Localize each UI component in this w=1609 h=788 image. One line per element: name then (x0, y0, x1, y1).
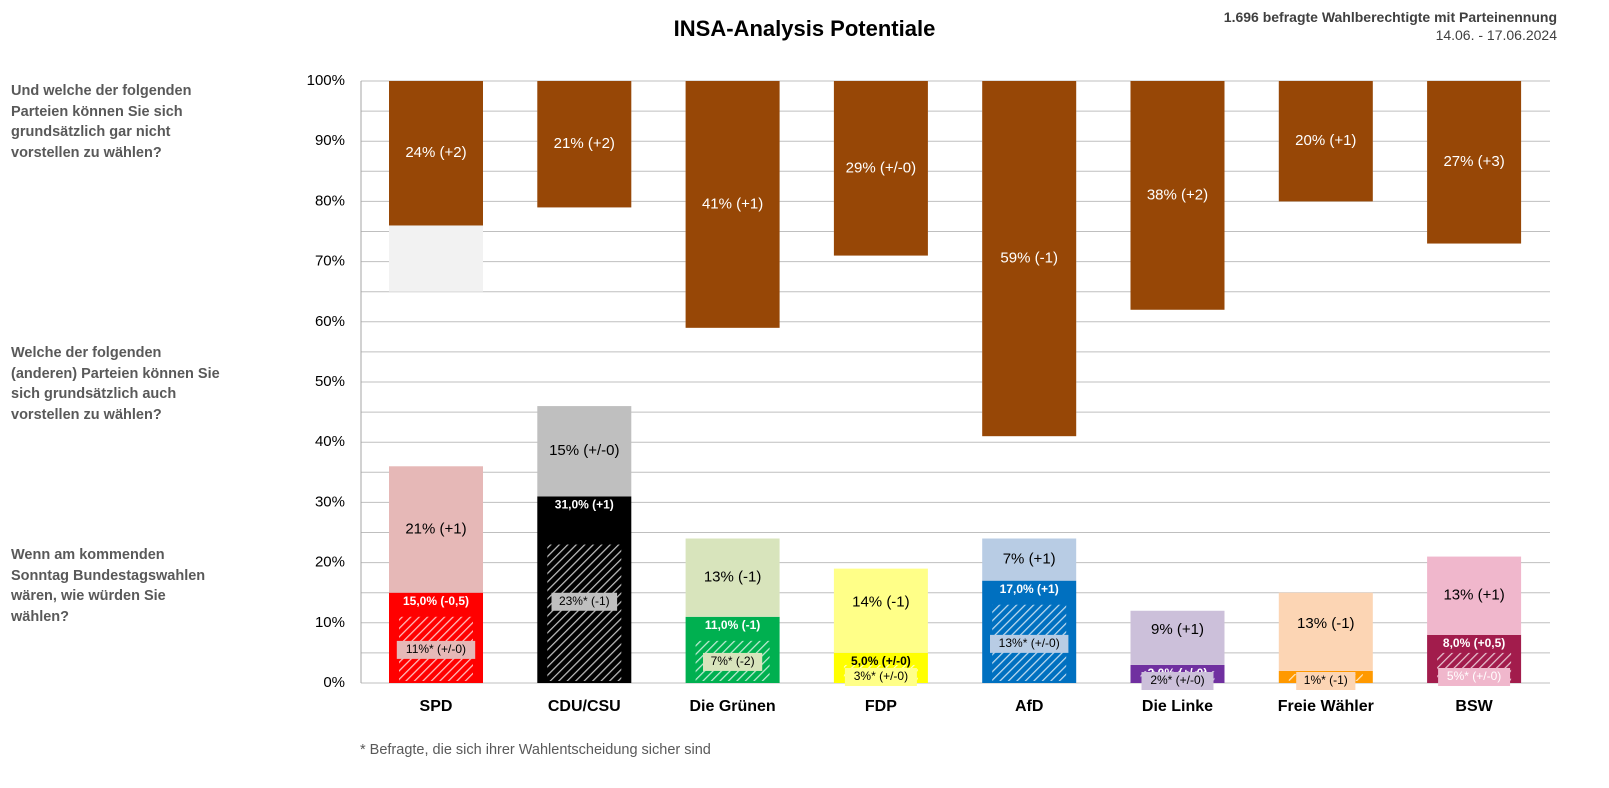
label-vote: 31,0% (+1) (555, 498, 614, 512)
bar-segment-never (389, 81, 483, 226)
bar-segment-never (685, 81, 780, 328)
bar-group-afd: 59% (-1) 7% (+1) 17,0% (+1) 13%* (+/-0) (982, 81, 1077, 683)
y-tick-label: 70% (315, 253, 345, 270)
question-never: Und welche der folgenden Parteien können… (11, 83, 192, 161)
bar-segment-potential (1427, 556, 1522, 635)
footnote: * Befragte, die sich ihrer Wahlentscheid… (360, 742, 711, 758)
label-potential: 9% (+1) (1151, 621, 1204, 638)
bar-group-spd: 24% (+2) 21% (+1) 15,0% (-0,5) 11%* (+/-0) (389, 81, 483, 683)
label-never: 29% (+/-0) (846, 159, 916, 176)
y-tick-label: 40% (315, 433, 345, 450)
label-vote: 8,0% (+0,5) (1443, 636, 1505, 650)
bar-segment-never (833, 81, 928, 256)
label-never: 24% (+2) (405, 144, 466, 161)
label-secure: 7%* (-2) (711, 654, 755, 668)
bar-segment-never (1278, 81, 1373, 202)
label-potential: 15% (+/-0) (549, 442, 619, 459)
bar-group-die-gr-nen: 41% (+1) 13% (-1) 11,0% (-1) 7%* (-2) (685, 81, 780, 683)
y-tick-label: 100% (307, 72, 345, 89)
secure-label-box (844, 668, 917, 686)
x-tick-label: BSW (1455, 698, 1493, 715)
secure-label-box (1141, 672, 1214, 690)
secure-label-box (1438, 668, 1511, 686)
bar-segment-never (1130, 81, 1225, 310)
label-secure: 1%* (-1) (1304, 673, 1348, 687)
secure-label-box (703, 652, 763, 671)
x-tick-label: FDP (865, 698, 897, 715)
question-vote: Wenn am kommenden Sonntag Bundestagswahl… (11, 547, 206, 625)
x-tick-label: Freie Wähler (1278, 698, 1374, 715)
y-tick-label: 30% (315, 493, 345, 510)
chart-title: INSA-Analysis Potentiale (673, 16, 936, 41)
y-tick-label: 90% (315, 132, 345, 149)
survey-meta: 1.696 befragte Wahlberechtigte mit Parte… (1224, 8, 1557, 44)
y-tick-label: 20% (315, 554, 345, 571)
bars: 24% (+2)21% (+1)15,0% (-0,5)11%* (+/-0)2… (389, 81, 1522, 690)
bar-segment-potential (685, 538, 780, 617)
label-secure: 5%* (+/-0) (1447, 669, 1501, 683)
x-tick-label: Die Linke (1142, 698, 1213, 715)
label-vote: 11,0% (-1) (705, 618, 760, 632)
label-never: 27% (+3) (1443, 153, 1504, 170)
bar-segment-potential (1278, 592, 1373, 671)
respondents-count: 1.696 befragte Wahlberechtigte mit Parte… (1223, 9, 1557, 25)
bar-segment-secure-hatch (547, 544, 622, 681)
bar-group-freie-w-hler: 20% (+1)13% (-1)2,0% (-0,5)1%* (-1) (1278, 81, 1373, 690)
secure-label-box (551, 592, 618, 611)
label-secure: 23%* (-1) (559, 594, 610, 608)
label-secure: 13%* (+/-0) (999, 636, 1060, 650)
x-tick-label: CDU/CSU (548, 698, 621, 715)
label-vote: 15,0% (-0,5) (403, 594, 469, 608)
date-range: 14.06. - 17.06.2024 (1435, 27, 1557, 43)
label-potential: 13% (+1) (1443, 587, 1504, 604)
y-tick-label: 60% (315, 313, 345, 330)
bar-segment-never (982, 81, 1077, 437)
bar-segment-never (537, 81, 632, 208)
label-secure: 11%* (+/-0) (406, 642, 466, 656)
bar-segment-potential (982, 538, 1077, 581)
x-tick-label: SPD (420, 698, 453, 715)
secure-label-box (990, 634, 1069, 653)
x-axis-labels: SPD CDU/CSU Die Grünen FDP AfD Die Linke Freie… (420, 698, 1494, 715)
y-tick-label: 0% (323, 674, 345, 691)
bar-group-cdu-csu: 21% (+2) 15% (+/-0) 31,0% (+1) 23%* (-1) (537, 81, 632, 683)
label-secure: 2%* (+/-0) (1150, 673, 1204, 687)
bar-group-die-linke: 38% (+2)9% (+1)3,0% (+/-0)2%* (+/-0) (1130, 81, 1225, 690)
label-secure: 3%* (+/-0) (854, 669, 908, 683)
y-tick-label: 80% (315, 192, 345, 209)
label-potential: 21% (+1) (405, 520, 466, 537)
y-tick-label: 50% (315, 373, 345, 390)
secure-label-box (396, 640, 476, 659)
label-never: 20% (+1) (1295, 132, 1356, 149)
bar-group-bsw: 27% (+3) 13% (+1) 8,0% (+0,5) 5%* (+/-0) (1427, 81, 1522, 686)
bar-segment-potential (537, 406, 632, 497)
label-potential: 13% (-1) (704, 569, 762, 586)
x-tick-label: AfD (1015, 698, 1043, 715)
x-tick-label: Die Grünen (689, 698, 775, 715)
bar-segment-potential (389, 466, 483, 593)
y-axis-ticks: 0% 10% 20% 30% 40% 50% 60% 70% 80% 90% 100% (307, 72, 345, 691)
bar-segment-potential (833, 568, 928, 653)
secure-label-box (1296, 672, 1356, 690)
label-vote: 17,0% (+1) (1000, 582, 1059, 596)
label-never: 41% (+1) (702, 195, 763, 212)
label-vote: 5,0% (+/-0) (851, 654, 911, 668)
label-potential: 13% (-1) (1297, 615, 1355, 632)
label-never: 21% (+2) (554, 135, 615, 152)
bar-segment-never (1427, 81, 1522, 244)
question-potential: Welche der folgenden (anderen) Parteien … (11, 345, 220, 423)
y-tick-label: 10% (315, 614, 345, 631)
label-never: 38% (+2) (1147, 186, 1208, 203)
label-potential: 14% (-1) (852, 594, 910, 611)
label-never: 59% (-1) (1000, 250, 1058, 267)
bar-segment-potential (1130, 610, 1225, 665)
label-potential: 7% (+1) (1003, 551, 1056, 568)
bar-group-fdp: 29% (+/-0) 14% (-1) 5,0% (+/-0)3%* (+/-0) (833, 81, 928, 686)
